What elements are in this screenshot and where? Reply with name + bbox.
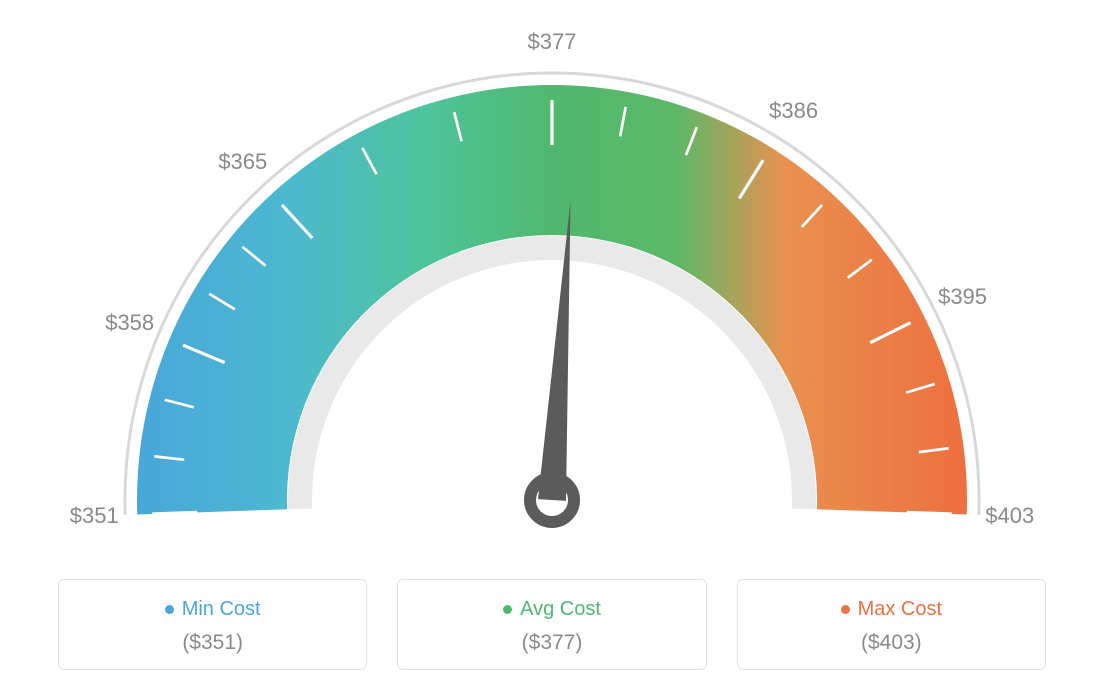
legend-value-min: ($351) <box>69 631 356 655</box>
gauge-tick-label: $377 <box>528 29 577 55</box>
legend-title-max: Max Cost <box>841 598 942 621</box>
legend-dot-avg <box>503 605 512 614</box>
gauge-tick-label: $351 <box>70 503 119 529</box>
gauge-container: $351 $358 $365 $377 $386 $395 $403 <box>0 0 1104 560</box>
gauge-tick-label: $365 <box>218 149 267 175</box>
legend-title-min: Min Cost <box>165 598 261 621</box>
legend-title-avg-text: Avg Cost <box>520 598 601 621</box>
gauge-major-tick <box>907 512 952 514</box>
gauge-major-tick <box>152 512 197 514</box>
gauge-svg <box>0 0 1104 560</box>
gauge-tick-label: $386 <box>769 98 818 124</box>
legend-card-max: Max Cost ($403) <box>737 579 1046 670</box>
gauge-tick-label: $403 <box>985 503 1034 529</box>
legend-row: Min Cost ($351) Avg Cost ($377) Max Cost… <box>0 579 1104 670</box>
legend-card-avg: Avg Cost ($377) <box>397 579 706 670</box>
legend-title-max-text: Max Cost <box>858 598 942 621</box>
gauge-tick-label: $358 <box>105 310 154 336</box>
legend-value-avg: ($377) <box>408 631 695 655</box>
legend-card-min: Min Cost ($351) <box>58 579 367 670</box>
legend-title-min-text: Min Cost <box>182 598 261 621</box>
legend-title-avg: Avg Cost <box>503 598 601 621</box>
gauge-tick-label: $395 <box>938 284 987 310</box>
legend-dot-max <box>841 605 850 614</box>
legend-dot-min <box>165 605 174 614</box>
legend-value-max: ($403) <box>748 631 1035 655</box>
